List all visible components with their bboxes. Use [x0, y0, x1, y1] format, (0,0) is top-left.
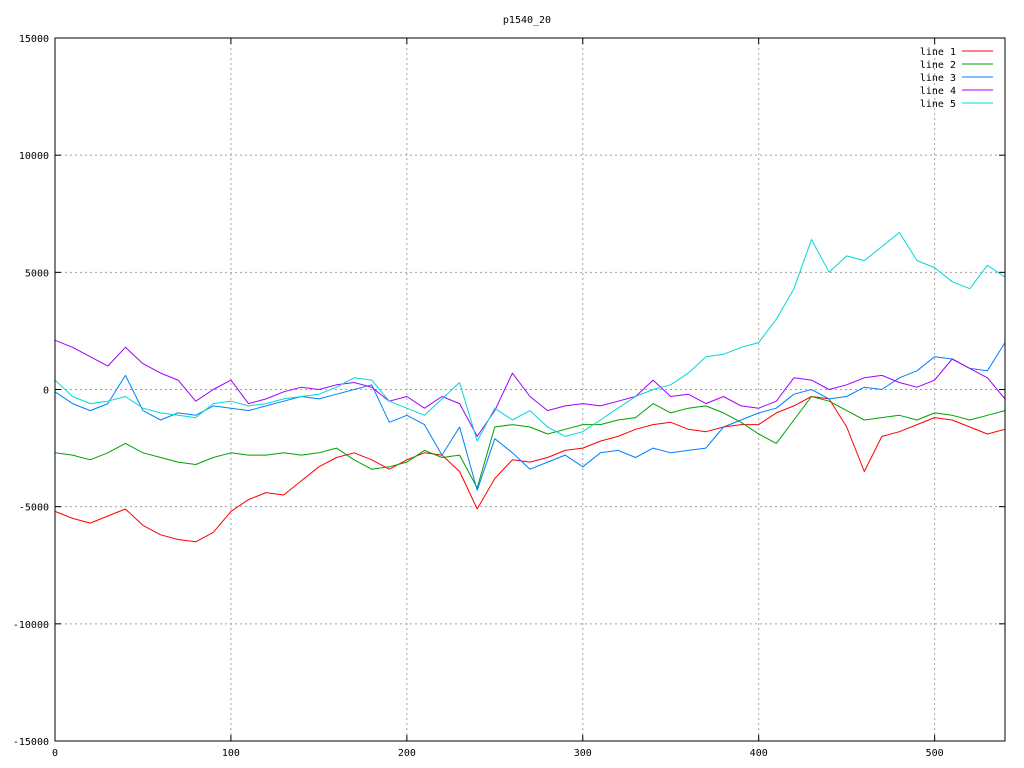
- x-tick-label: 200: [398, 748, 416, 759]
- series-line-1: [54, 396, 1006, 543]
- legend-label-5: line 5: [920, 99, 956, 110]
- chart-series: [54, 232, 1006, 543]
- legend-label-2: line 2: [920, 60, 956, 71]
- x-tick-label: 400: [750, 748, 768, 759]
- x-tick-label: 500: [926, 748, 944, 759]
- series-line-4: [54, 339, 1006, 437]
- y-tick-label: 5000: [25, 268, 49, 279]
- y-tick-label: 0: [43, 386, 49, 397]
- series-line-5: [54, 232, 1006, 442]
- plot-frame: [54, 37, 1006, 742]
- legend-label-4: line 4: [920, 86, 956, 97]
- chart-grid: [55, 38, 1005, 741]
- y-tick-label: -10000: [13, 620, 49, 631]
- y-tick-label: 15000: [19, 34, 49, 45]
- chart-title: p1540_20: [503, 15, 551, 26]
- y-tick-label: -5000: [19, 503, 49, 514]
- series-line-3: [54, 342, 1006, 491]
- legend-label-3: line 3: [920, 73, 956, 84]
- x-tick-label: 0: [52, 748, 58, 759]
- y-tick-label: 10000: [19, 151, 49, 162]
- x-tick-label: 300: [574, 748, 592, 759]
- x-tick-label: 100: [222, 748, 240, 759]
- chart-axis-ticks: -15000 -10000 -5000 0 5000 10000 15000 0 100 200 3…: [13, 34, 1005, 759]
- legend-label-1: line 1: [920, 47, 956, 58]
- chart-legend: line 1 line 2 line 3 line 4 line 5: [920, 47, 993, 110]
- series-line-2: [54, 396, 1006, 489]
- y-tick-label: -15000: [13, 737, 49, 748]
